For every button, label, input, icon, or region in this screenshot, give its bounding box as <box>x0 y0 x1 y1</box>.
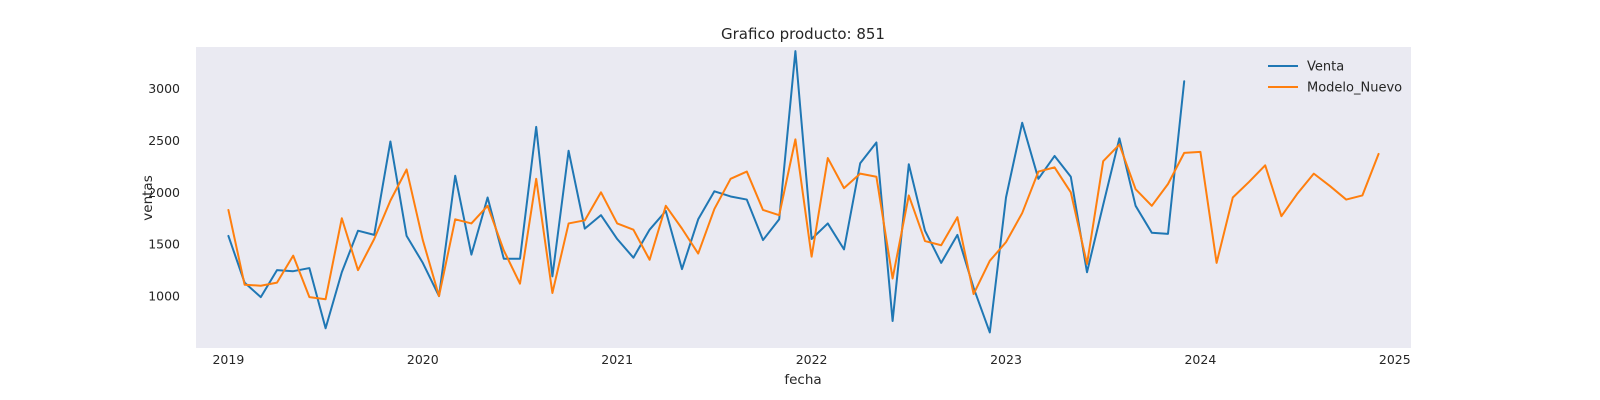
x-tick-label: 2019 <box>212 352 244 367</box>
x-tick-label: 2025 <box>1379 352 1411 367</box>
y-tick-label: 2500 <box>148 133 180 148</box>
series-line-venta <box>227 50 1186 334</box>
y-tick-label: 1500 <box>148 237 180 252</box>
chart-title: Grafico producto: 851 <box>721 25 885 43</box>
series-lines <box>227 50 1380 334</box>
y-axis: 1000 1500 2000 2500 3000 <box>148 81 180 304</box>
x-tick-label: 2021 <box>601 352 633 367</box>
series-line-modelo-nuevo <box>227 138 1380 301</box>
x-axis-label: fecha <box>784 372 821 388</box>
x-tick-label: 2023 <box>990 352 1022 367</box>
legend-label: Modelo_Nuevo <box>1307 81 1402 96</box>
x-tick-label: 2020 <box>407 352 439 367</box>
legend-label: Venta <box>1307 60 1344 75</box>
y-tick-label: 2000 <box>148 185 180 200</box>
y-tick-label: 1000 <box>148 289 180 304</box>
y-tick-label: 3000 <box>148 81 180 96</box>
legend: Venta Modelo_Nuevo <box>1268 60 1402 96</box>
x-tick-label: 2024 <box>1184 352 1216 367</box>
y-axis-label: ventas <box>140 175 156 220</box>
x-axis: 2019 2020 2021 2022 2023 2024 2025 <box>212 352 1410 367</box>
x-tick-label: 2022 <box>796 352 828 367</box>
